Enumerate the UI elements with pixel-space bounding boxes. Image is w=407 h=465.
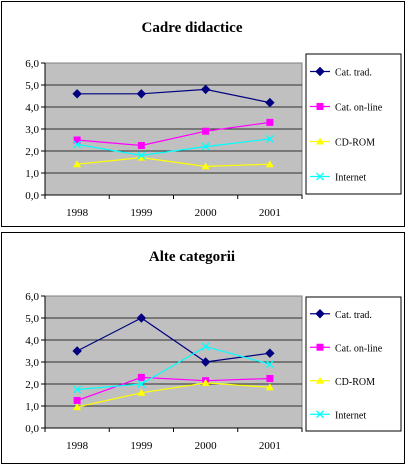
series-line — [76, 382, 270, 408]
y-tick-label: 2,0 — [25, 146, 39, 158]
x-tick-label: 1998 — [66, 440, 89, 452]
data-point — [265, 134, 274, 143]
chart-1: Cadre didactice 0,0 1,0 2,0 3,0 4,0 5,0 6,0 199… — [25, 20, 402, 219]
data-point — [73, 397, 81, 404]
data-point — [73, 140, 82, 149]
data-point — [265, 383, 274, 391]
data-point — [136, 313, 147, 323]
legend-marker — [316, 376, 324, 384]
x-tick-label: 2001 — [259, 207, 281, 219]
y-tick-label: 6,0 — [25, 58, 39, 70]
data-point — [137, 373, 145, 381]
y-tick-label: 2,0 — [25, 379, 39, 391]
legend — [305, 296, 402, 432]
y-tick-label: 3,0 — [25, 124, 39, 136]
y-tick-label: 1,0 — [25, 401, 39, 413]
series-line — [77, 138, 270, 157]
data-point — [200, 357, 211, 367]
series-line — [77, 156, 270, 168]
x-tick-label: 1999 — [130, 440, 153, 452]
chart-2: Alte categorii 0,0 1,0 2,0 3,0 4,0 5,0 6,0 1998… — [25, 249, 402, 452]
legend-label: Cat. on-line — [335, 103, 383, 114]
data-point — [200, 84, 211, 95]
legend-marker — [316, 137, 324, 145]
data-point — [72, 346, 82, 356]
legend-marker — [315, 66, 325, 77]
legend-label: Internet — [335, 173, 366, 184]
legend-marker — [315, 309, 325, 319]
series-line — [76, 317, 270, 363]
data-point — [137, 153, 146, 161]
data-point — [72, 89, 82, 99]
data-point — [73, 160, 82, 168]
data-point — [137, 380, 146, 388]
legend-label: CD-ROM — [335, 138, 375, 149]
legend-label: Internet — [335, 410, 366, 421]
x-tick-label: 2000 — [195, 207, 218, 219]
x-tick-label: 1999 — [130, 207, 153, 219]
x-tick-label: 1998 — [66, 207, 89, 219]
y-tick-label: 3,0 — [25, 357, 39, 369]
series-line — [77, 88, 270, 104]
chart-title: Cadre didactice — [142, 20, 243, 36]
data-point — [73, 403, 82, 411]
data-point — [136, 89, 147, 99]
y-tick-label: 1,0 — [25, 168, 39, 180]
data-point — [266, 118, 274, 126]
data-point — [73, 136, 81, 144]
legend-label: CD-ROM — [335, 377, 375, 388]
y-tick-label: 6,0 — [25, 291, 39, 303]
data-point — [202, 127, 210, 135]
data-point — [201, 342, 210, 351]
legend-label: Cat. trad. — [335, 310, 372, 321]
data-point — [266, 375, 274, 382]
legend-marker — [316, 172, 324, 181]
legend-marker — [316, 343, 324, 351]
y-tick-label: 5,0 — [25, 313, 39, 325]
chart-panel-1: Cadre didactice 0,0 1,0 2,0 3,0 4,0 5,0 6,0 199… — [1, 1, 405, 227]
y-tick-label: 0,0 — [25, 423, 39, 435]
data-point — [137, 151, 146, 160]
legend-marker — [316, 103, 324, 110]
legend — [305, 53, 402, 195]
data-point — [201, 162, 210, 170]
series-line — [77, 121, 270, 147]
data-point — [201, 378, 210, 386]
data-point — [137, 142, 145, 149]
x-tick-label: 2001 — [259, 440, 281, 452]
data-point — [265, 360, 274, 369]
data-point — [265, 160, 274, 168]
y-tick-label: 5,0 — [25, 80, 39, 92]
series-line — [76, 376, 270, 402]
chart-panel-2: Alte categorii 0,0 1,0 2,0 3,0 4,0 5,0 6,0 1998… — [1, 232, 405, 464]
data-point — [265, 348, 275, 358]
data-point — [265, 97, 275, 108]
legend-label: Cat. trad. — [335, 68, 372, 79]
chart-title: Alte categorii — [149, 249, 235, 265]
series-line — [77, 345, 271, 391]
x-tick-label: 2000 — [195, 440, 218, 452]
data-point — [73, 385, 82, 394]
y-tick-label: 4,0 — [25, 335, 39, 347]
data-point — [137, 388, 146, 396]
legend-marker — [316, 410, 324, 419]
data-point — [201, 142, 210, 151]
y-tick-label: 4,0 — [25, 102, 39, 114]
y-tick-label: 0,0 — [25, 190, 39, 202]
legend-label: Cat. on-line — [335, 343, 383, 354]
